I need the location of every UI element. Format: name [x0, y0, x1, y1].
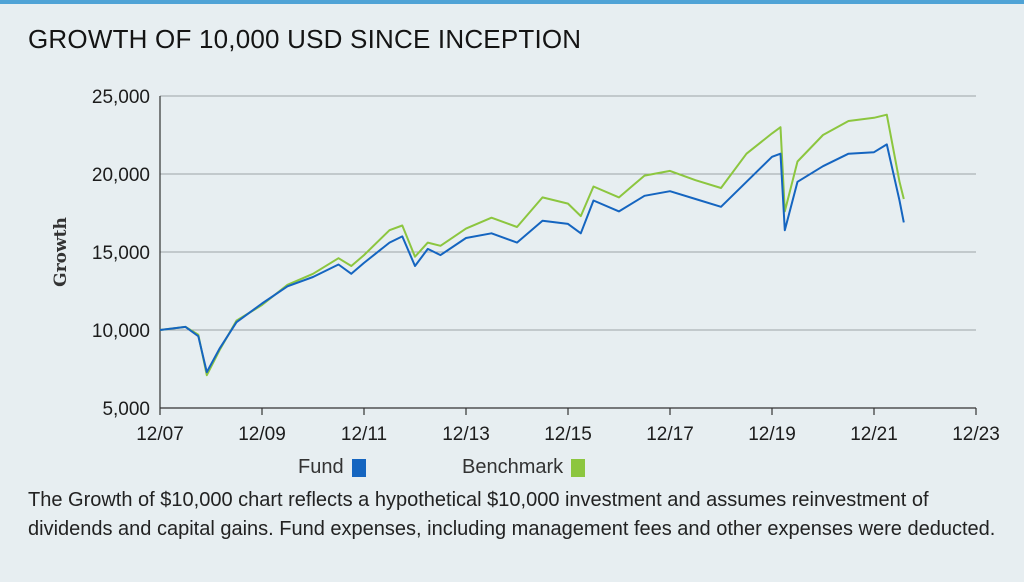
top-accent-rule: [0, 0, 1024, 4]
x-tick-label-3: 12/13: [442, 424, 490, 445]
y-tick-label-10000: 10,000: [92, 321, 150, 342]
y-tick-label-15000: 15,000: [92, 243, 150, 264]
legend-fund: Fund: [298, 456, 366, 479]
series-line-fund: [159, 143, 905, 374]
x-tick-label-5: 12/17: [646, 424, 694, 445]
y-axis-ticks: 5,000 10,000 15,000 20,000 25,000: [92, 87, 150, 420]
series-lines: [159, 113, 905, 377]
chart-title: GROWTH OF 10,000 USD SINCE INCEPTION: [28, 24, 582, 54]
x-tick-label-4: 12/15: [544, 424, 592, 445]
x-axis-ticks: 12/07 12/09 12/11 12/13 12/15 12/17 12/19 12/21…: [136, 408, 1000, 445]
x-tick-label-8: 12/23: [952, 424, 1000, 445]
growth-chart: 5,000 10,000 15,000 20,000 25,000 12/07 12/09…: [51, 87, 1000, 445]
y-tick-label-5000: 5,000: [102, 399, 150, 420]
series-line-benchmark: [159, 113, 905, 377]
x-tick-label-6: 12/19: [748, 424, 796, 445]
y-axis-label: Growth: [51, 217, 71, 287]
legend-benchmark: Benchmark: [462, 456, 586, 479]
x-tick-label-7: 12/21: [850, 424, 898, 445]
y-tick-label-20000: 20,000: [92, 165, 150, 186]
y-tick-label-25000: 25,000: [92, 87, 150, 108]
legend-benchmark-swatch: [571, 459, 586, 477]
legend-fund-swatch: [351, 459, 366, 477]
x-tick-label-0: 12/07: [136, 424, 184, 445]
gridlines: [160, 95, 976, 331]
legend-fund-label: Fund: [298, 456, 344, 478]
x-tick-label-1: 12/09: [238, 424, 286, 445]
footnote-text: The Growth of $10,000 chart reflects a h…: [28, 489, 996, 540]
legend-benchmark-label: Benchmark: [462, 456, 564, 478]
x-tick-label-2: 12/11: [341, 424, 387, 445]
